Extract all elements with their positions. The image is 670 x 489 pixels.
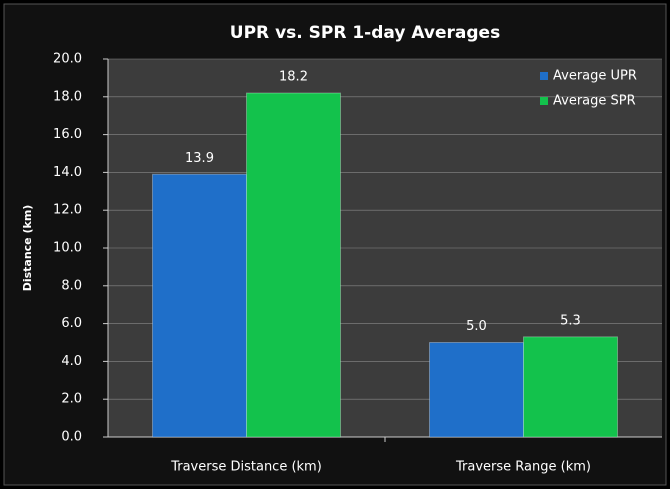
y-tick-label: 20.0 (53, 52, 82, 67)
y-tick-label: 6.0 (61, 316, 82, 331)
value-label: 13.9 (185, 151, 214, 166)
y-tick-label: 14.0 (53, 165, 82, 180)
y-axis-title: Distance (km) (21, 205, 34, 292)
bar (429, 342, 524, 438)
legend-label: Average UPR (553, 69, 637, 84)
bar (152, 173, 247, 438)
y-tick-label: 4.0 (61, 354, 82, 369)
legend-swatch (540, 72, 548, 80)
y-tick-label: 8.0 (61, 278, 82, 293)
y-tick-label: 2.0 (61, 392, 82, 407)
chart-title: UPR vs. SPR 1-day Averages (230, 23, 500, 43)
y-tick-label: 12.0 (53, 203, 82, 218)
legend-label: Average SPR (553, 94, 636, 109)
x-tick-label: Traverse Range (km) (455, 460, 591, 475)
value-label: 5.3 (560, 313, 581, 328)
y-tick-label: 0.0 (61, 430, 82, 445)
legend-swatch (540, 97, 548, 105)
bar (523, 336, 618, 438)
value-label: 5.0 (466, 319, 487, 334)
value-label: 18.2 (279, 70, 308, 85)
y-tick-label: 10.0 (53, 241, 82, 256)
bar (246, 92, 341, 438)
x-tick-label: Traverse Distance (km) (170, 460, 322, 475)
y-tick-label: 16.0 (53, 127, 82, 142)
y-tick-label: 18.0 (53, 89, 82, 104)
